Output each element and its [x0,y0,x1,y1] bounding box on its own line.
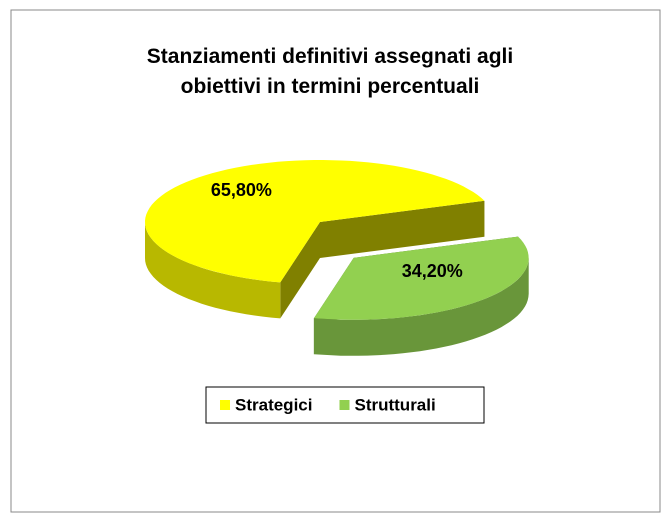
slice [145,160,485,283]
legend-label: Strategici [235,395,312,414]
legend: Strategici Strutturali [205,386,485,424]
slice-wall [313,257,529,356]
slice-side [280,222,320,319]
data-label: 65,80% [211,180,272,200]
pie: 65,80% 34,20% [145,160,529,356]
chart-frame [10,9,661,513]
legend-swatch [220,400,230,410]
chart-title: Stanziamenti definitivi assegnati agli o… [146,45,514,98]
slice [313,236,529,320]
legend-label: Strutturali [354,395,435,414]
slice-wall [145,222,281,319]
slice-side [320,200,485,258]
data-label: 34,20% [402,261,463,281]
legend-swatch [339,400,350,410]
